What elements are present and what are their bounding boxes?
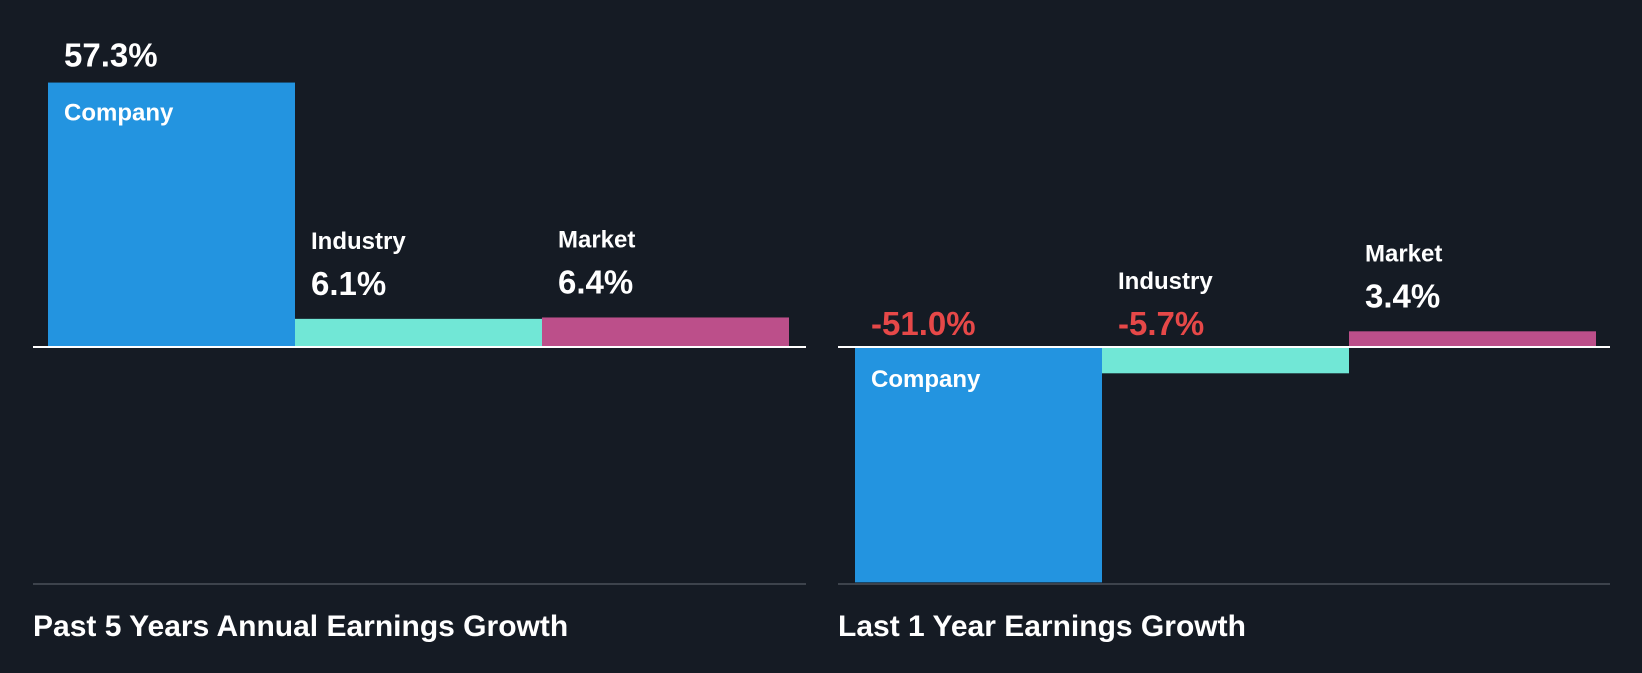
bar-company-1 <box>855 347 1102 583</box>
value-label-industry-0: 6.1% <box>311 265 386 302</box>
value-label-market-0: 6.4% <box>558 263 633 300</box>
category-label-industry-1: Industry <box>1118 268 1213 295</box>
bar-industry-0 <box>295 318 542 347</box>
chart-title-1: Last 1 Year Earnings Growth <box>838 610 1246 643</box>
category-label-market-0: Market <box>558 226 635 253</box>
category-label-industry-0: Industry <box>311 228 406 255</box>
bar-market-1 <box>1349 331 1596 347</box>
category-label-company-1: Company <box>871 366 981 393</box>
value-label-industry-1: -5.7% <box>1118 305 1204 342</box>
category-label-market-1: Market <box>1365 240 1442 267</box>
value-label-company-1: -51.0% <box>871 305 976 342</box>
value-label-company-0: 57.3% <box>64 37 158 74</box>
bar-company-0 <box>48 82 295 348</box>
bar-industry-1 <box>1102 347 1349 374</box>
value-label-market-1: 3.4% <box>1365 277 1440 314</box>
bar-market-0 <box>542 317 789 347</box>
category-label-company-0: Company <box>64 100 174 127</box>
chart-title-0: Past 5 Years Annual Earnings Growth <box>33 610 568 643</box>
